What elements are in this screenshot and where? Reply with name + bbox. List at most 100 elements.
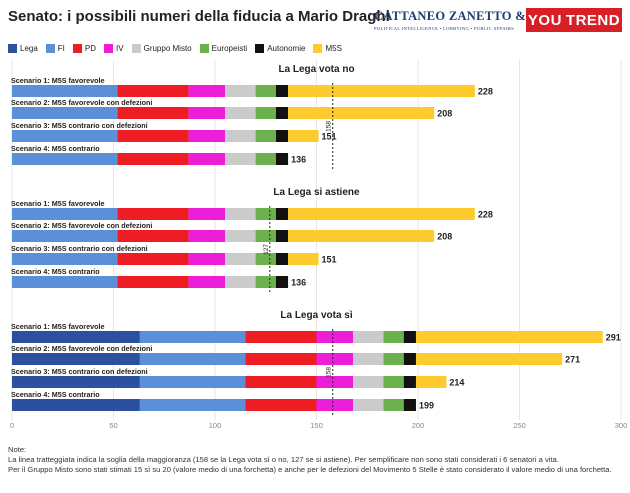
legend-swatch-gruppo-misto — [131, 44, 141, 53]
bar-segment-m5s — [288, 208, 475, 220]
bar-segment-fi — [139, 331, 246, 343]
bar-segment-lega — [12, 353, 140, 365]
panel-title-3: La Lega vota sì — [280, 310, 352, 321]
legend-item-lega: Lega — [8, 44, 38, 53]
bar-segment-iv — [188, 276, 226, 288]
bar-segment-autonomie — [275, 85, 289, 97]
bar-segment-gruppo-misto — [225, 153, 256, 165]
bar-segment-europeisti — [255, 253, 276, 265]
scenario-total-label: 151 — [322, 132, 337, 142]
scenario-label: Scenario 1: M5S favorevole — [11, 322, 104, 331]
bar-segment-europeisti — [255, 107, 276, 119]
x-tick-label-150: 150 — [310, 421, 323, 430]
bar-segment-europeisti — [383, 331, 404, 343]
bar-segment-iv — [188, 253, 226, 265]
threshold-label-3: 158 — [326, 367, 333, 378]
bar-segment-europeisti — [255, 85, 276, 97]
bar-segment-iv — [188, 208, 226, 220]
legend-label-lega: Lega — [20, 44, 38, 53]
bar-segment-m5s — [288, 130, 319, 142]
bar-segment-gruppo-misto — [353, 399, 384, 411]
scenario-total-label: 228 — [478, 210, 493, 220]
bar-segment-m5s — [415, 331, 603, 343]
bar-segment-iv — [188, 130, 226, 142]
bar-segment-fi — [12, 130, 118, 142]
bar-segment-fi — [12, 276, 118, 288]
scenario-total-label: 136 — [291, 155, 306, 165]
bar-segment-fi — [139, 353, 246, 365]
scenario-label: Scenario 1: M5S favorevole — [11, 199, 104, 208]
bar-segment-fi — [139, 399, 246, 411]
panel-title-1: La Lega vota no — [278, 64, 354, 75]
legend-item-fi: FI — [45, 44, 65, 53]
bar-segment-europeisti — [255, 130, 276, 142]
bar-segment-pd — [117, 276, 189, 288]
legend-item-iv: IV — [104, 44, 124, 53]
bar-segment-autonomie — [403, 353, 416, 365]
bar-segment-fi — [12, 107, 118, 119]
scenario-total-label: 151 — [322, 255, 337, 265]
cattaneo-zanetto-name: CATTANEO ZANETTO & CO. — [374, 9, 553, 23]
bar-segment-pd — [117, 230, 189, 242]
bar-segment-europeisti — [383, 399, 404, 411]
youtrend-logo-part2: TREND — [565, 11, 621, 29]
bar-segment-m5s — [415, 353, 563, 365]
bar-segment-m5s — [288, 253, 319, 265]
chart-title: Senato: i possibili numeri della fiducia… — [8, 8, 390, 25]
cattaneo-zanetto-logo: CATTANEO ZANETTO & CO. POLITICAL INTELLI… — [374, 9, 553, 31]
legend-swatch-iv — [104, 44, 114, 53]
bar-segment-gruppo-misto — [225, 107, 256, 119]
bar-segment-pd — [245, 331, 317, 343]
bar-segment-gruppo-misto — [225, 208, 256, 220]
bar-segment-iv — [316, 331, 354, 343]
legend-swatch-m5s — [313, 44, 323, 53]
bar-segment-m5s — [288, 107, 435, 119]
legend-swatch-lega — [8, 44, 17, 53]
legend-item-gruppo-misto: Gruppo Misto — [131, 44, 192, 53]
legend-item-pd: PD — [72, 44, 96, 53]
bar-segment-fi — [12, 253, 118, 265]
bar-segment-m5s — [288, 230, 435, 242]
scenario-label: Scenario 4: M5S contrario — [11, 267, 100, 276]
legend-label-m5s: M5S — [325, 44, 342, 53]
bar-segment-gruppo-misto — [225, 130, 256, 142]
scenario-total-label: 271 — [565, 355, 580, 365]
legend-label-europeisti: Europeisti — [211, 44, 248, 53]
scenario-label: Scenario 2: M5S favorevole con defezioni — [11, 98, 152, 107]
notes-line-1: La linea tratteggiata indica la soglia d… — [8, 455, 559, 465]
legend-swatch-autonomie — [255, 44, 265, 53]
bar-segment-fi — [12, 85, 118, 97]
bar-segment-autonomie — [403, 399, 416, 411]
scenario-total-label: 228 — [478, 87, 493, 97]
bar-segment-autonomie — [275, 208, 289, 220]
bar-segment-iv — [188, 230, 226, 242]
chart-legend: Lega FI PD IV Gruppo Misto Europeisti Autonomi… — [8, 44, 350, 53]
x-tick-label-200: 200 — [412, 421, 425, 430]
bar-segment-gruppo-misto — [353, 331, 384, 343]
scenario-label: Scenario 3: M5S contrario con defezioni — [11, 121, 148, 130]
bar-segment-europeisti — [255, 230, 276, 242]
bar-segment-gruppo-misto — [225, 230, 256, 242]
bar-segment-gruppo-misto — [353, 376, 384, 388]
chart-notes: Note: La linea tratteggiata indica la so… — [8, 445, 620, 476]
scenario-total-label: 136 — [291, 278, 306, 288]
bar-segment-pd — [117, 85, 189, 97]
bar-segment-europeisti — [255, 276, 276, 288]
bar-segment-autonomie — [275, 230, 289, 242]
bar-segment-lega — [12, 331, 140, 343]
scenario-label: Scenario 3: M5S contrario con defezioni — [11, 367, 148, 376]
legend-swatch-fi — [45, 44, 55, 53]
legend-label-iv: IV — [116, 44, 124, 53]
chart-plot-area: 0 50 100 150 200 250 300 La Lega vota no Scenari… — [10, 60, 627, 430]
scenario-total-label: 208 — [437, 109, 452, 119]
x-tick-label-0: 0 — [10, 421, 14, 430]
scenario-total-label: 208 — [437, 232, 452, 242]
legend-item-europeisti: Europeisti — [199, 44, 248, 53]
bar-segment-iv — [188, 153, 226, 165]
legend-label-fi: FI — [57, 44, 65, 53]
scenario-label: Scenario 2: M5S favorevole con defezioni — [11, 221, 152, 230]
bar-segment-pd — [117, 130, 189, 142]
bar-segment-iv — [316, 399, 354, 411]
bar-segment-lega — [12, 376, 140, 388]
x-tick-label-250: 250 — [513, 421, 526, 430]
